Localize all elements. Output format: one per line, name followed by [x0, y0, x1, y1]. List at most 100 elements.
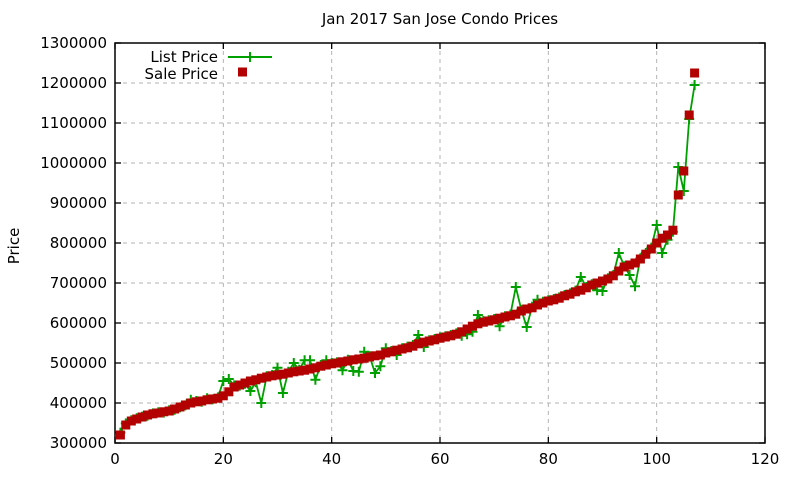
sale-price-marker: [440, 332, 450, 342]
sale-price-marker: [527, 303, 537, 313]
sale-price-marker: [278, 369, 288, 379]
chart-title: Jan 2017 San Jose Condo Prices: [321, 10, 558, 28]
sale-price-marker: [462, 324, 472, 334]
sale-price-marker: [446, 331, 456, 341]
list-price-series: [115, 80, 700, 438]
y-tick-label: 1000000: [40, 154, 107, 172]
sale-price-marker: [484, 316, 494, 326]
sale-price-marker: [652, 238, 662, 248]
sale-price-marker: [403, 343, 412, 353]
sale-price-marker: [413, 339, 423, 349]
sale-price-marker: [273, 370, 282, 380]
sale-price-marker: [505, 311, 515, 321]
sale-price-marker: [170, 404, 180, 414]
sale-price-marker: [375, 350, 385, 360]
sale-price-marker: [565, 289, 575, 299]
sale-price-marker: [619, 262, 629, 272]
sale-price-marker: [143, 410, 152, 420]
legend-sample-sale-price-icon: [238, 67, 247, 77]
y-tick-label: 400000: [50, 394, 107, 412]
sale-price-marker: [608, 271, 618, 281]
sale-price-marker: [229, 382, 239, 392]
legend-sample-list-price-icon: [228, 52, 272, 62]
sale-price-marker: [522, 304, 532, 314]
sale-price-marker: [625, 260, 635, 270]
sale-price-marker: [316, 361, 326, 371]
sale-price-marker: [468, 321, 477, 331]
sale-price-marker: [500, 312, 510, 322]
sale-price-marker: [641, 249, 651, 259]
sale-price-marker: [538, 298, 548, 308]
sale-price-marker: [511, 309, 521, 319]
sale-price-marker: [300, 365, 310, 375]
sale-price-marker: [430, 335, 440, 345]
sale-price-marker: [598, 276, 607, 286]
sale-price-marker: [348, 355, 358, 365]
legend-label-list-price: List Price: [150, 48, 218, 66]
legend-label-sale-price: Sale Price: [145, 65, 218, 83]
sale-price-marker: [251, 375, 261, 385]
sale-price-marker: [516, 306, 526, 316]
sale-price-marker: [603, 274, 613, 284]
y-tick-label: 900000: [50, 194, 107, 212]
sale-price-marker: [175, 402, 185, 412]
list-price-line: [119, 84, 696, 434]
sale-price-marker: [457, 327, 467, 337]
sale-price-marker: [646, 244, 656, 254]
sale-price-marker: [549, 295, 559, 305]
sale-price-marker: [283, 368, 293, 378]
sale-price-marker: [338, 357, 347, 367]
sale-price-marker: [668, 225, 678, 235]
sale-price-marker: [164, 406, 174, 416]
y-tick-label: 600000: [50, 314, 107, 332]
sale-price-marker: [684, 110, 694, 120]
x-tick-label: 120: [751, 450, 780, 468]
sale-price-marker: [245, 376, 255, 386]
sale-price-marker: [495, 313, 505, 323]
sale-price-marker: [213, 393, 223, 403]
sale-price-marker: [657, 233, 667, 243]
x-tick-label: 20: [214, 450, 233, 468]
sale-price-marker: [137, 412, 147, 422]
sale-price-marker: [148, 409, 158, 419]
sale-price-series: [115, 68, 700, 440]
sale-price-marker: [289, 367, 299, 377]
sale-price-marker: [208, 394, 217, 404]
sale-price-marker: [543, 296, 553, 306]
legend: List Price Sale Price: [145, 48, 272, 83]
y-tick-label: 300000: [50, 434, 107, 452]
y-axis-label: Price: [5, 228, 23, 265]
x-tick-label: 80: [539, 450, 558, 468]
sale-price-marker: [327, 359, 337, 369]
sale-price-marker: [587, 280, 597, 290]
y-tick-label: 1100000: [40, 114, 107, 132]
sale-price-marker: [673, 190, 683, 200]
sale-price-marker: [560, 291, 570, 301]
sale-price-marker: [581, 283, 591, 293]
sale-price-marker: [663, 230, 672, 240]
sale-price-marker: [679, 166, 689, 176]
sale-price-marker: [262, 372, 272, 382]
sale-price-marker: [294, 366, 304, 376]
y-tick-label: 1200000: [40, 74, 107, 92]
sale-price-marker: [359, 353, 369, 363]
sale-price-marker: [424, 336, 434, 346]
sale-price-marker: [153, 408, 163, 418]
sale-price-marker: [614, 266, 624, 276]
plot-border: [114, 42, 766, 444]
sale-price-marker: [370, 351, 380, 361]
sale-price-marker: [690, 68, 700, 78]
sale-price-marker: [489, 315, 499, 325]
sale-price-marker: [197, 396, 207, 406]
sale-price-marker: [121, 420, 131, 430]
sale-price-marker: [159, 407, 169, 417]
sale-price-marker: [343, 356, 353, 366]
sale-price-marker: [533, 300, 542, 310]
sale-price-marker: [235, 380, 245, 390]
sale-price-marker: [132, 414, 142, 424]
sale-price-marker: [224, 387, 234, 397]
sale-price-marker: [186, 398, 196, 408]
list-price-markers: [115, 80, 700, 438]
